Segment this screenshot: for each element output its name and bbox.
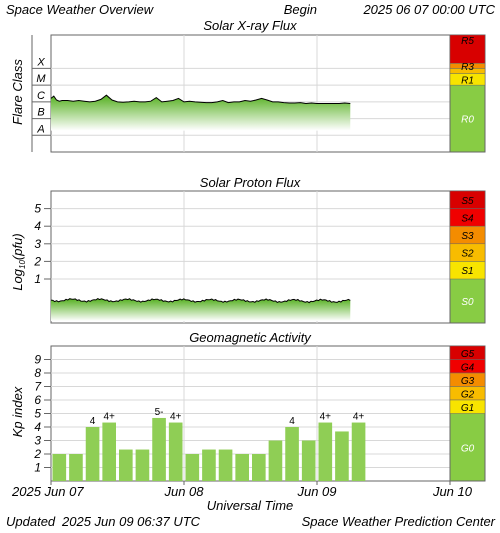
xray-scale-label-R5: R5 bbox=[461, 36, 474, 47]
xray-title: Solar X-ray Flux bbox=[203, 18, 297, 33]
kp-bar-label: 4+ bbox=[353, 412, 365, 423]
kp-bar bbox=[85, 427, 100, 481]
xray-scale-band-3 bbox=[449, 73, 486, 86]
x-tick-label-2: Jun 09 bbox=[296, 484, 336, 499]
geomagnetic-panel: Geomagnetic Activity Kp index 123456789 … bbox=[10, 330, 486, 513]
kp-bar bbox=[119, 449, 133, 481]
xray-tick-label-M: M bbox=[36, 73, 46, 85]
kp-bar-label: 4+ bbox=[170, 412, 182, 423]
proton-scale-label-S2: S2 bbox=[461, 249, 474, 260]
kp-tick-label-9: 9 bbox=[34, 353, 41, 367]
xray-scale-label-R0: R0 bbox=[461, 115, 474, 126]
kp-bar bbox=[335, 431, 349, 481]
xray-flux-area bbox=[51, 95, 351, 131]
kp-scale-label-G0: G0 bbox=[461, 443, 475, 454]
kp-tick-label-7: 7 bbox=[34, 380, 42, 394]
proton-tick-label-1: 1 bbox=[34, 272, 41, 286]
xray-tick-label-X: X bbox=[36, 56, 45, 68]
credit: Space Weather Prediction Center bbox=[302, 514, 496, 529]
kp-bar bbox=[185, 454, 200, 481]
proton-flux-line bbox=[50, 298, 351, 304]
updated-label: Updated bbox=[6, 514, 56, 529]
kp-scale-label-G5: G5 bbox=[461, 349, 475, 360]
kp-scale-band-G1 bbox=[449, 399, 486, 414]
x-tick-label-3: Jun 10 bbox=[432, 484, 473, 499]
proton-tick-label-2: 2 bbox=[33, 254, 41, 268]
proton-scale-label-S1: S1 bbox=[461, 266, 473, 277]
kp-scale-label-G3: G3 bbox=[461, 376, 475, 387]
updated-value: 2025 Jun 09 06:37 UTC bbox=[61, 514, 201, 529]
proton-flux-area bbox=[51, 298, 351, 321]
proton-scale-label-S3: S3 bbox=[461, 231, 474, 242]
proton-scale-label-S5: S5 bbox=[461, 196, 474, 207]
xray-scale-label-R3: R3 bbox=[461, 62, 474, 73]
kp-tick-label-4: 4 bbox=[34, 420, 41, 434]
proton-scale-label-S0: S0 bbox=[461, 297, 474, 308]
xray-scale-band-0 bbox=[449, 34, 486, 64]
kp-bar-label: 4+ bbox=[320, 412, 332, 423]
kp-tick-label-2: 2 bbox=[33, 447, 41, 461]
kp-bar bbox=[318, 422, 333, 481]
kp-bar bbox=[268, 440, 283, 481]
kp-tick-label-1: 1 bbox=[34, 461, 41, 475]
kp-bar-label: 4 bbox=[289, 416, 295, 427]
kp-bar bbox=[285, 427, 299, 481]
kp-bar bbox=[168, 422, 183, 481]
proton-scale-label-S4: S4 bbox=[461, 213, 474, 224]
page-title: Space Weather Overview bbox=[6, 2, 155, 17]
xray-tick-label-C: C bbox=[37, 90, 45, 102]
kp-scale-label-G2: G2 bbox=[461, 389, 475, 400]
kp-bar bbox=[152, 417, 166, 481]
kp-bar bbox=[69, 454, 83, 481]
kp-title: Geomagnetic Activity bbox=[189, 330, 312, 345]
kp-ylabel: Kp index bbox=[10, 386, 25, 437]
xray-plot-area bbox=[50, 34, 451, 153]
xray-tick-label-B: B bbox=[37, 107, 44, 119]
proton-tick-label-5: 5 bbox=[34, 202, 41, 216]
x-axis-label: Universal Time bbox=[207, 498, 294, 513]
kp-tick-label-3: 3 bbox=[34, 434, 41, 448]
kp-bar bbox=[301, 440, 316, 481]
x-tick-label-1: Jun 08 bbox=[163, 484, 204, 499]
begin-label: Begin bbox=[284, 2, 317, 17]
proton-scale-band-S1 bbox=[449, 261, 486, 280]
begin-value: 2025 06 07 00:00 UTC bbox=[362, 2, 495, 17]
kp-bar bbox=[102, 422, 116, 481]
kp-bar-label: 4 bbox=[90, 416, 96, 427]
xray-scale-label-R1: R1 bbox=[461, 75, 474, 86]
kp-bar bbox=[252, 454, 266, 481]
proton-ylabel: Log10(pfu) bbox=[10, 233, 27, 290]
x-tick-label-0: 2025 Jun 07 bbox=[11, 484, 84, 499]
kp-bar bbox=[218, 449, 233, 481]
kp-tick-label-8: 8 bbox=[34, 366, 41, 380]
proton-flux-panel: Solar Proton Flux Log10(pfu) 1 2 3 4 5 S5 S4 S… bbox=[10, 175, 486, 324]
xray-flux-line bbox=[50, 94, 351, 105]
kp-bar bbox=[235, 454, 249, 481]
kp-bar-label: 4+ bbox=[103, 412, 115, 423]
kp-bar bbox=[351, 422, 366, 481]
xray-tick-label-A: A bbox=[36, 123, 44, 135]
svg-text:Log10(pfu): Log10(pfu) bbox=[10, 233, 27, 290]
kp-bar bbox=[202, 449, 216, 481]
kp-scale-label-G4: G4 bbox=[461, 362, 475, 373]
kp-bar bbox=[135, 449, 150, 481]
proton-tick-label-3: 3 bbox=[34, 237, 41, 251]
kp-tick-label-5: 5 bbox=[34, 407, 41, 421]
kp-bar-label: 5- bbox=[155, 407, 164, 418]
kp-bar bbox=[52, 454, 67, 481]
proton-title: Solar Proton Flux bbox=[200, 175, 301, 190]
proton-tick-label-4: 4 bbox=[34, 219, 41, 233]
kp-scale-label-G1: G1 bbox=[461, 403, 474, 414]
xray-ylabel: Flare Class bbox=[10, 59, 25, 125]
kp-tick-label-6: 6 bbox=[34, 393, 41, 407]
